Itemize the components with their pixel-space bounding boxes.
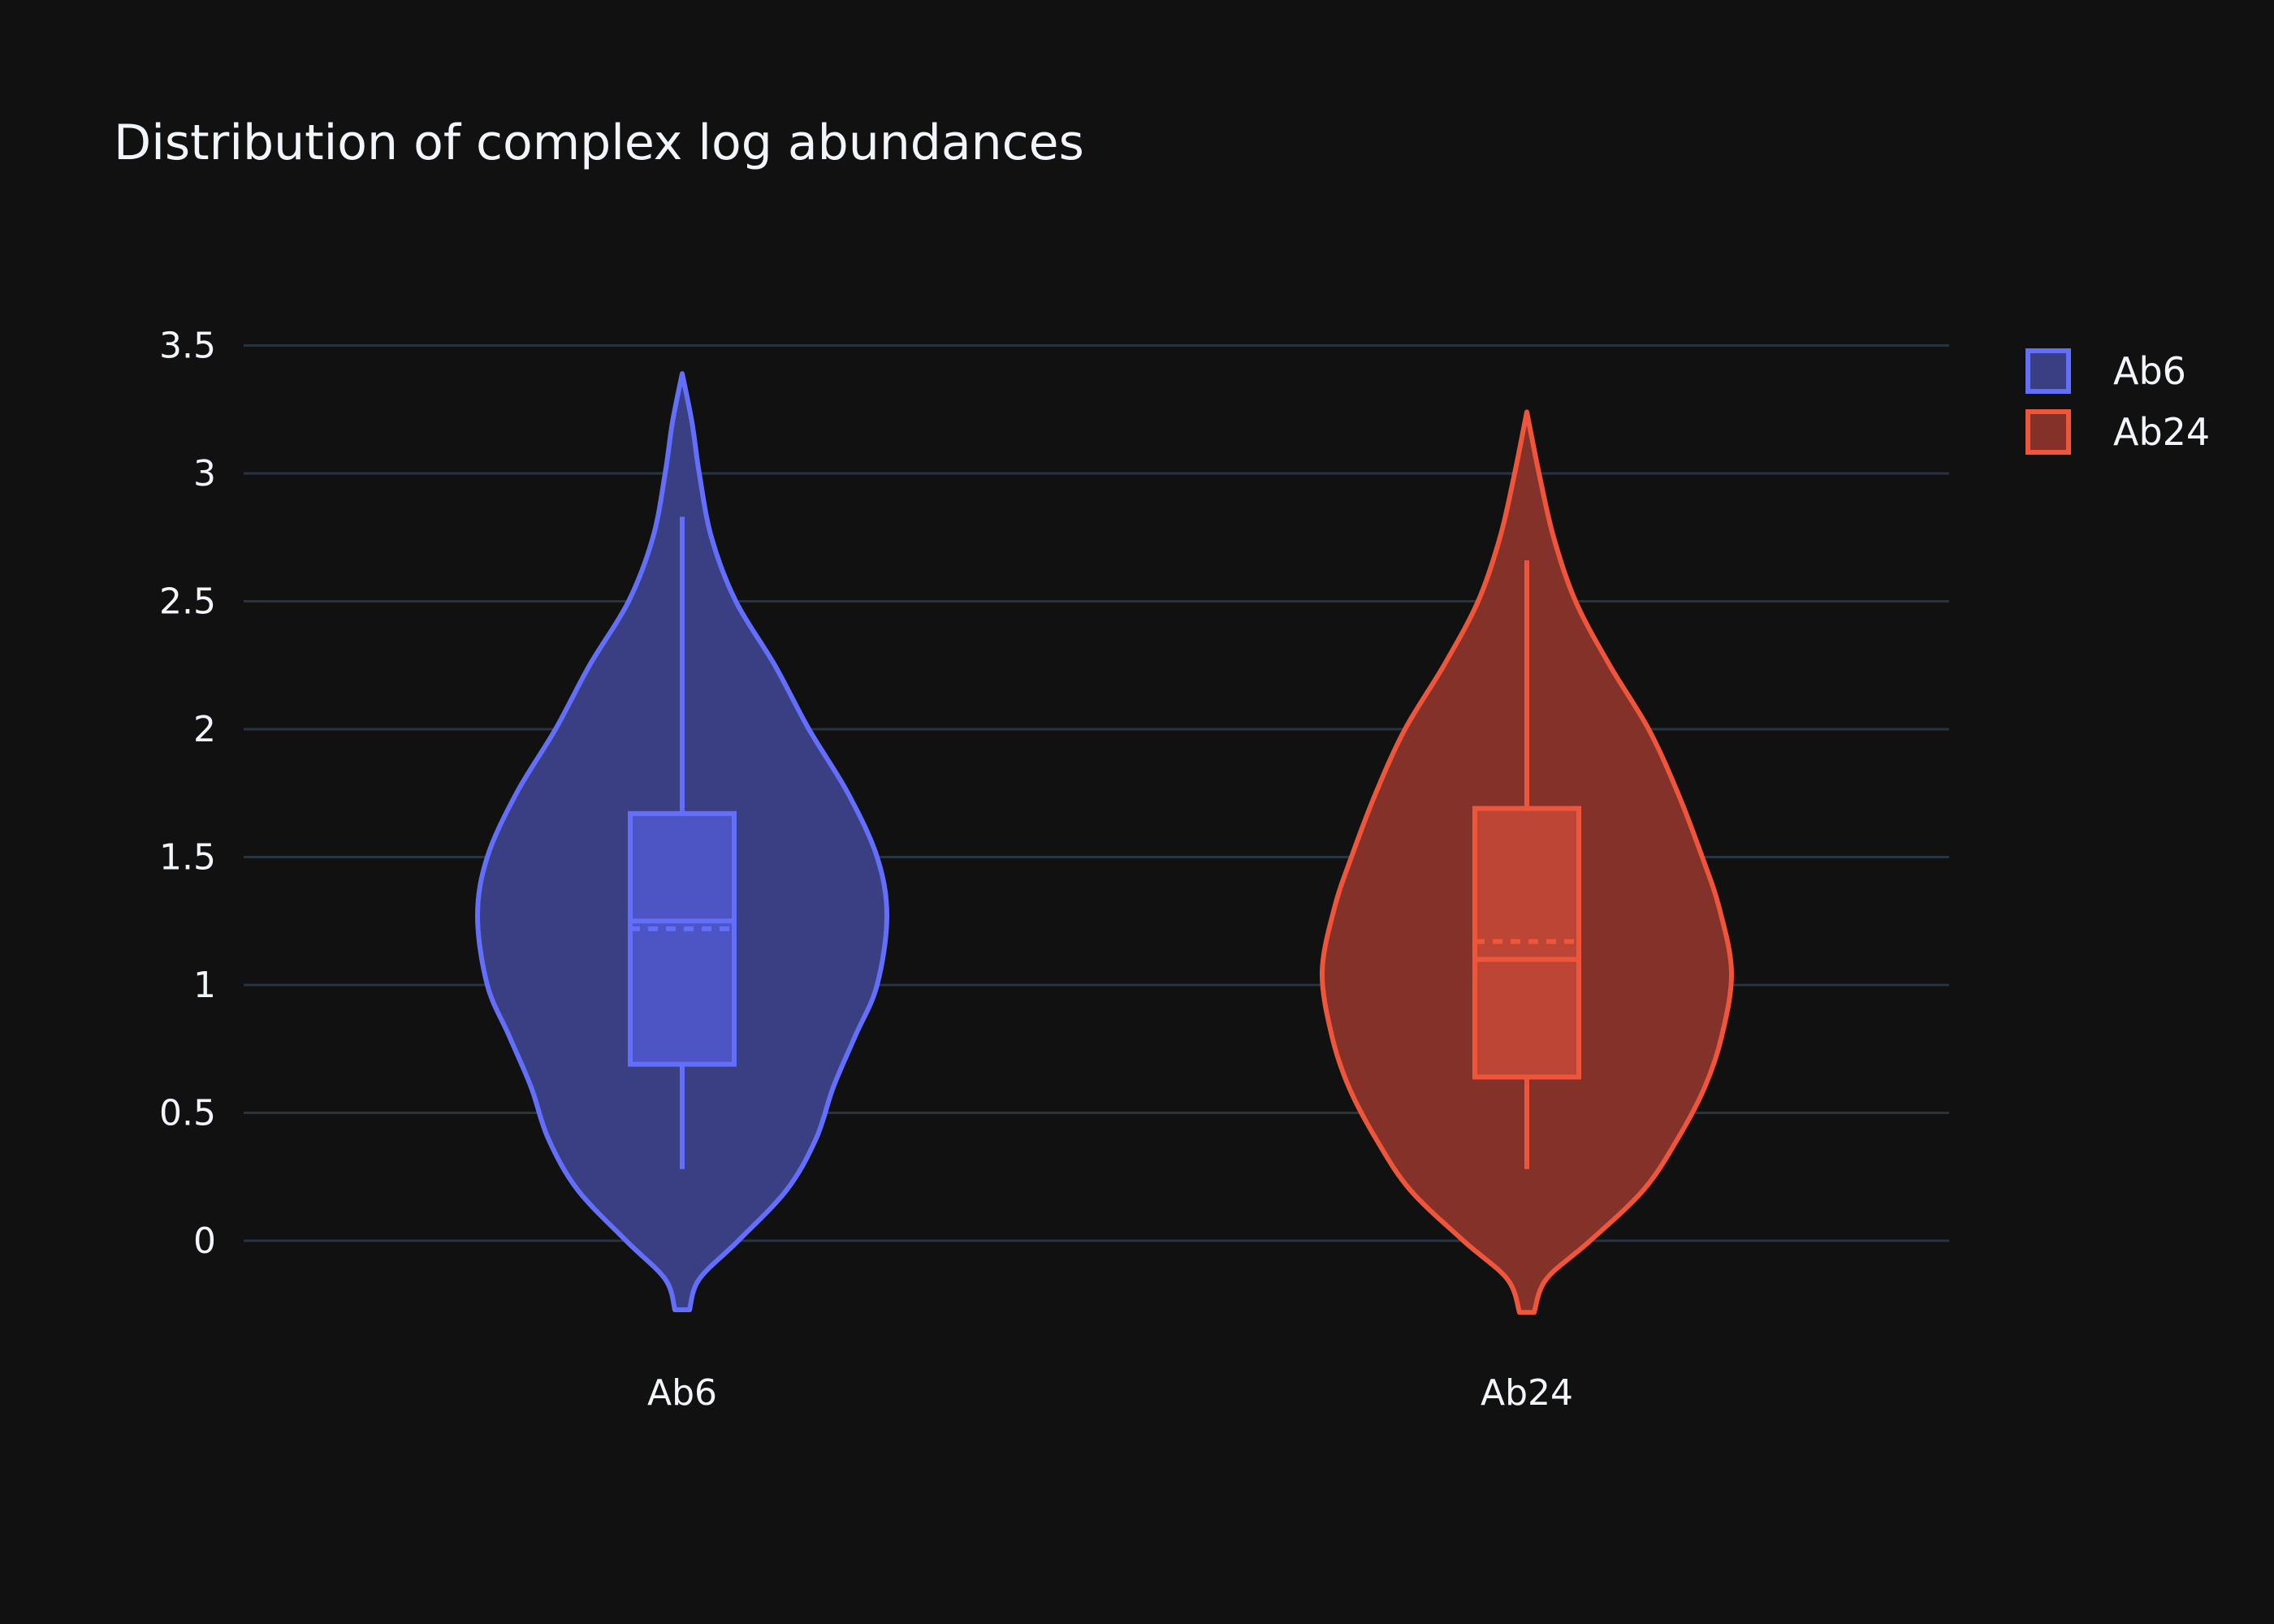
y-tick-label: 2.5 <box>159 581 216 623</box>
chart-title: Distribution of complex log abundances <box>114 114 1084 171</box>
iqr-box <box>628 810 737 1067</box>
legend-swatch <box>2025 348 2071 394</box>
legend-label: Ab6 <box>2113 349 2186 393</box>
y-tick-label: 3 <box>193 453 216 495</box>
y-tick-label: 1 <box>193 965 216 1006</box>
y-tick-label: 3.5 <box>159 326 216 367</box>
violin-ab24 <box>1319 409 1735 1315</box>
y-tick-label: 0 <box>193 1220 216 1262</box>
iqr-box <box>1472 806 1581 1080</box>
violin-ab6 <box>475 371 889 1313</box>
legend: Ab6 Ab24 <box>2025 348 2210 455</box>
legend-label: Ab24 <box>2113 410 2210 454</box>
x-tick-label: Ab24 <box>1481 1372 1573 1414</box>
y-tick-label: 1.5 <box>159 837 216 879</box>
y-axis-ticks: 0 0.5 1 1.5 2 2.5 3 3.5 <box>159 326 216 1263</box>
x-tick-label: Ab6 <box>647 1372 717 1414</box>
legend-item-ab24[interactable]: Ab24 <box>2025 409 2210 455</box>
y-tick-label: 2 <box>193 709 216 750</box>
y-tick-label: 0.5 <box>159 1093 216 1134</box>
legend-swatch <box>2025 409 2071 455</box>
x-axis-ticks: Ab6 Ab24 <box>647 1372 1573 1414</box>
legend-item-ab6[interactable]: Ab6 <box>2025 348 2186 394</box>
violin-plots <box>475 371 1735 1315</box>
